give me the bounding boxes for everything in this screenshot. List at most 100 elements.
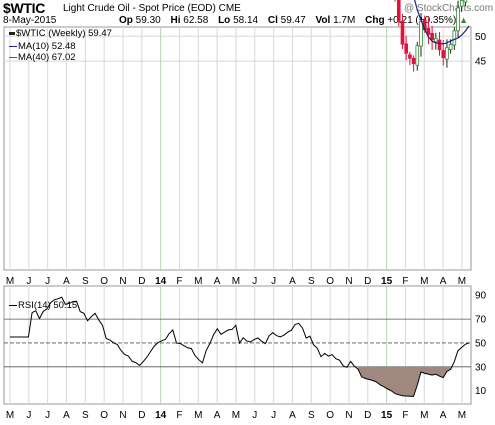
candle-body [415, 45, 420, 66]
candle-body [396, 0, 401, 22]
price-month-label: N [345, 276, 352, 287]
price-month-label: 14 [155, 276, 167, 287]
rsi-month-label: S [82, 410, 89, 421]
rsi-month-label: J [45, 410, 50, 421]
rsi-month-label: O [100, 410, 108, 421]
price-month-label: D [364, 276, 371, 287]
low-value: 58.14 [233, 15, 259, 26]
legend-ma40: MA(40) 67.02 [9, 52, 76, 63]
rsi-month-label: J [26, 410, 31, 421]
candle-body [426, 28, 431, 35]
price-month-label: M [194, 276, 202, 287]
candle-body [411, 57, 416, 65]
price-month-label: D [138, 276, 145, 287]
price-month-label: J [26, 276, 31, 287]
legend-ma40-label: MA(40) 67.02 [18, 52, 76, 63]
candle-body [408, 54, 412, 59]
rsi-month-label: D [364, 410, 371, 421]
rsi-tick-label: 90 [475, 291, 487, 302]
symbol-title: $WTIC [3, 0, 46, 16]
rsi-month-label: 15 [381, 410, 393, 421]
candle-body [448, 43, 453, 51]
rsi-month-label: A [289, 410, 296, 421]
candle-body [463, 0, 468, 3]
rsi-tick-label: 30 [475, 362, 487, 373]
candle-body [404, 43, 408, 54]
candle-body [459, 0, 464, 7]
candle-body [456, 7, 460, 32]
volume-label: Vol [315, 15, 331, 26]
legend-rsi-label: RSI(14) 50.15 [18, 300, 78, 311]
price-month-label: A [214, 276, 221, 287]
price-month-label: J [45, 276, 50, 287]
rsi-month-label: F [176, 410, 182, 421]
price-month-label: M [420, 276, 428, 287]
subtitle-text: Light Crude Oil - Spot Price (EOD) [63, 3, 216, 14]
candle-body [445, 47, 449, 60]
change-value: +0.21 (+0.35%) [387, 15, 457, 26]
high-value: 62.58 [183, 15, 209, 26]
rsi-month-label: A [214, 410, 221, 421]
watermark: @ StockCharts.com [404, 3, 494, 14]
price-month-label: 15 [381, 276, 393, 287]
price-month-label: S [308, 276, 315, 287]
rsi-line [9, 296, 470, 397]
price-month-label: J [252, 276, 257, 287]
legend-price: $WTIC (Weekly) 59.47 [9, 28, 112, 39]
rsi-month-label: M [194, 410, 202, 421]
candle-body [434, 37, 438, 43]
rsi-month-label: M [458, 410, 466, 421]
open-label: Op [119, 15, 133, 26]
candle-body [430, 32, 434, 41]
rsi-month-label: M [6, 410, 14, 421]
low-label: Lo [218, 15, 231, 26]
rsi-month-label: O [326, 410, 334, 421]
quote-date: 8-May-2015 [3, 15, 57, 26]
rsi-month-label: A [63, 410, 70, 421]
chart-subtitle: Light Crude Oil - Spot Price (EOD) CME [63, 3, 241, 14]
exchange-label: CME [218, 3, 241, 14]
rsi-month-label: N [119, 410, 126, 421]
volume-value: 1.7M [333, 15, 356, 26]
high-label: Hi [170, 15, 181, 26]
rsi-tick-label: 50 [475, 338, 487, 349]
price-month-label: O [100, 276, 108, 287]
rsi-month-label: N [345, 410, 352, 421]
candle-body [400, 20, 405, 45]
close-label: Cl [267, 15, 278, 26]
price-month-label: A [289, 276, 296, 287]
rsi-oversold-fill [346, 366, 451, 397]
rsi-month-label: M [232, 410, 240, 421]
price-tick-label: 50 [475, 32, 487, 43]
price-month-label: A [63, 276, 70, 287]
price-month-label: A [440, 276, 447, 287]
rsi-month-label: J [252, 410, 257, 421]
rsi-month-label: J [271, 410, 276, 421]
quote-bar: Op 59.30 Hi 62.58 Lo 58.14 Cl 59.47 Vol … [119, 15, 468, 26]
price-month-label: M [6, 276, 14, 287]
rsi-month-label: 14 [155, 410, 167, 421]
candle-body [419, 20, 423, 47]
price-month-label: S [82, 276, 89, 287]
candle-body [441, 50, 446, 59]
close-value: 59.47 [280, 15, 306, 26]
triangle-up-icon: ▲ [459, 15, 468, 25]
change-label: Chg [365, 15, 385, 26]
rsi-month-label: F [402, 410, 408, 421]
rsi-month-label: M [420, 410, 428, 421]
legend-rsi: RSI(14) 50.15 [9, 300, 77, 311]
price-month-label: M [458, 276, 466, 287]
rsi-tick-label: 70 [475, 315, 487, 326]
rsi-month-label: S [308, 410, 315, 421]
price-month-label: F [402, 276, 408, 287]
price-tick-label: 45 [475, 57, 487, 68]
price-month-label: N [119, 276, 126, 287]
price-month-label: M [232, 276, 240, 287]
price-month-label: J [271, 276, 276, 287]
price-month-label: F [176, 276, 182, 287]
candle-body [452, 30, 457, 46]
price-month-label: O [326, 276, 334, 287]
rsi-tick-label: 10 [475, 386, 487, 397]
rsi-month-label: A [440, 410, 447, 421]
